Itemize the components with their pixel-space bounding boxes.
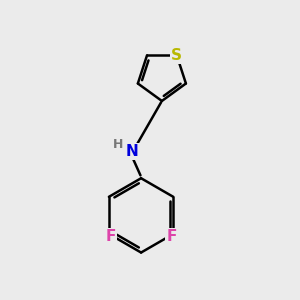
- Text: N: N: [126, 144, 139, 159]
- Text: S: S: [171, 48, 182, 63]
- Text: F: F: [167, 230, 177, 244]
- Text: H: H: [113, 138, 123, 151]
- Text: F: F: [105, 230, 116, 244]
